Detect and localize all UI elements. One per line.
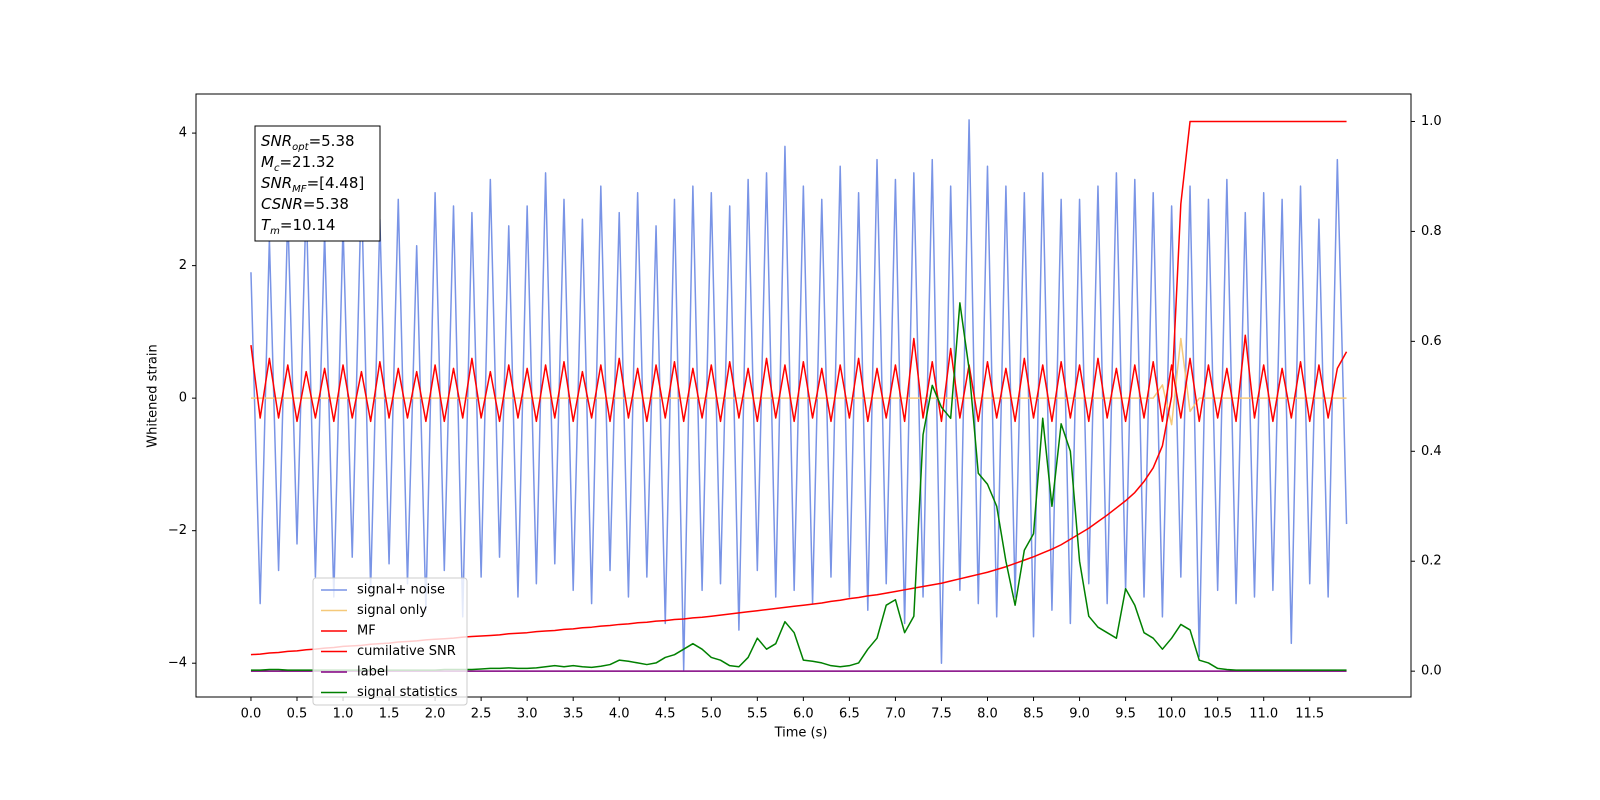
- annotation-subscript: m: [270, 226, 280, 237]
- y2-tick-label: 0.0: [1421, 664, 1442, 679]
- y-tick-label: −4: [168, 656, 187, 671]
- x-tick-label: 10.0: [1157, 707, 1186, 722]
- annotation-text: =5.38: [303, 195, 349, 213]
- x-tick-label: 10.5: [1203, 707, 1232, 722]
- annotation-symbol: T: [261, 216, 272, 234]
- annotation-subscript: opt: [292, 142, 309, 153]
- legend-label: cumilative SNR: [357, 644, 456, 659]
- annotation: SNRMF=[4.48]: [261, 174, 364, 195]
- legend-box: [312, 577, 468, 706]
- x-tick-label: 4.5: [655, 707, 676, 722]
- legend-label: MF: [357, 624, 376, 639]
- x-tick-label: 11.0: [1249, 707, 1278, 722]
- x-tick-label: 6.5: [839, 707, 860, 722]
- x-tick-label: 7.0: [885, 707, 906, 722]
- y2-tick-label: 0.8: [1421, 224, 1442, 239]
- y-axis-label: Whitened strain: [146, 344, 161, 447]
- x-tick-label: 2.5: [471, 707, 492, 722]
- y-tick-label: 2: [179, 258, 187, 273]
- plot-frame: [195, 93, 1412, 698]
- annotation-symbol: SNR: [261, 132, 292, 150]
- x-tick-label: 11.5: [1295, 707, 1324, 722]
- x-tick-label: 9.5: [1115, 707, 1136, 722]
- series-line: [250, 334, 1348, 423]
- legend-label: signal+ noise: [357, 583, 445, 598]
- x-tick-label: 1.0: [333, 707, 354, 722]
- annotation-text: =5.38: [309, 132, 355, 150]
- x-tick-label: 4.0: [609, 707, 630, 722]
- series-line: [250, 337, 1347, 426]
- x-tick-label: 2.0: [425, 707, 446, 722]
- y-tick-label: 0: [179, 391, 187, 406]
- y2-tick-label: 0.2: [1421, 554, 1442, 569]
- annotation-subscript: MF: [292, 184, 307, 195]
- y-tick-label: 4: [179, 126, 187, 141]
- y2-tick-label: 0.4: [1421, 444, 1442, 459]
- x-tick-label: 5.5: [747, 707, 768, 722]
- x-tick-label: 5.0: [701, 707, 722, 722]
- x-tick-label: 8.5: [1023, 707, 1044, 722]
- x-tick-label: 0.0: [241, 707, 262, 722]
- x-tick-label: 7.5: [931, 707, 952, 722]
- annotation: Mc=21.32: [261, 153, 335, 174]
- annotation-box: [254, 125, 381, 242]
- x-tick-label: 3.0: [517, 707, 538, 722]
- annotation: Tm=10.14: [261, 216, 335, 237]
- x-tick-label: 9.0: [1069, 707, 1090, 722]
- annotation-subscript: c: [274, 163, 280, 174]
- annotation-symbol: CSNR: [261, 195, 303, 213]
- y-tick-label: −2: [168, 523, 187, 538]
- annotation-text: =21.32: [279, 153, 335, 171]
- annotation-text: =[4.48]: [307, 174, 365, 192]
- y2-tick-label: 0.6: [1421, 334, 1442, 349]
- legend-label: label: [357, 665, 388, 680]
- annotation-symbol: SNR: [261, 174, 292, 192]
- annotation: SNRopt=5.38: [261, 132, 355, 153]
- annotation-symbol: M: [261, 153, 274, 171]
- x-tick-label: 6.0: [793, 707, 814, 722]
- annotation-text: =10.14: [280, 216, 336, 234]
- x-tick-label: 1.5: [379, 707, 400, 722]
- legend-label: signal statistics: [357, 685, 458, 700]
- annotation: CSNR=5.38: [261, 195, 349, 213]
- x-tick-label: 3.5: [563, 707, 584, 722]
- x-tick-label: 0.5: [287, 707, 308, 722]
- y2-tick-label: 1.0: [1421, 114, 1442, 129]
- legend-label: signal only: [357, 603, 427, 618]
- x-tick-label: 8.0: [977, 707, 998, 722]
- x-axis-label: Time (s): [774, 726, 828, 741]
